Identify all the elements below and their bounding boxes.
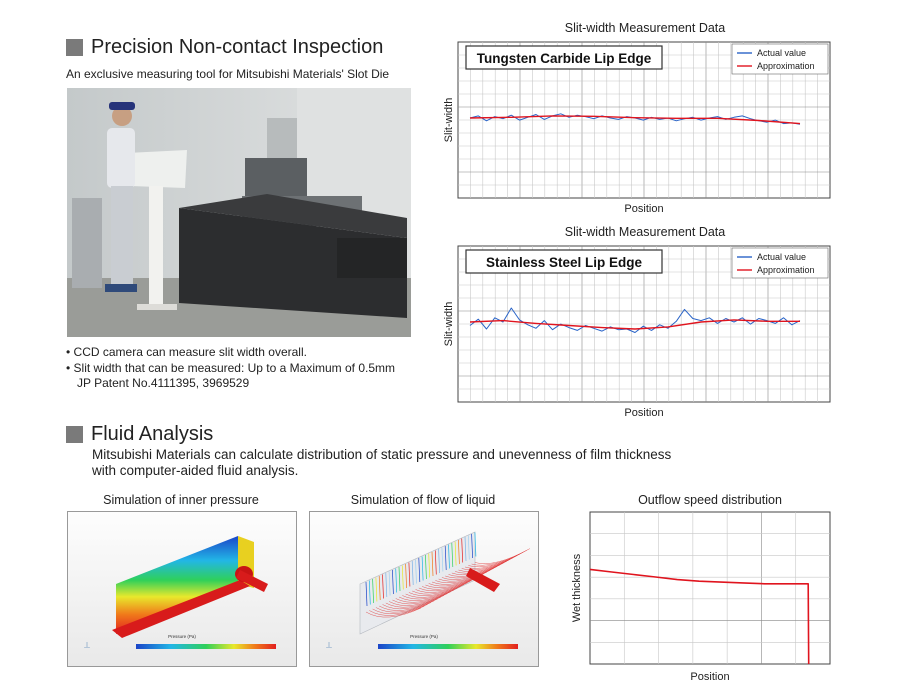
chart1-ylabel: Slit-width (443, 98, 455, 143)
chart1-legend-entry-1: Approximation (757, 61, 815, 71)
chart3-title: Outflow speed distribution (638, 493, 782, 507)
chart2-ylabel: Slit-width (443, 302, 455, 347)
fluid-section-title: Fluid Analysis (66, 423, 213, 446)
chart1-label-box (465, 45, 663, 70)
chart2-legend-entry-0: Actual value (757, 252, 806, 262)
chart2-legend (731, 247, 829, 279)
sim-inner-pressure-image: Pressure (Pa) ⟂ (67, 511, 297, 667)
inspection-section-title: Precision Non-contact Inspection (66, 36, 383, 59)
chart3-plot-area (589, 511, 831, 665)
inspection-subtitle: An exclusive measuring tool for Mitsubis… (66, 67, 390, 81)
inspection-title: Precision Non-contact Inspection (91, 36, 384, 58)
fluid-title: Fluid Analysis (91, 423, 214, 445)
chart1-series-approximation (469, 115, 801, 125)
chart2-label-box (465, 249, 663, 274)
chart3-xlabel: Position (690, 671, 729, 683)
sim-liquid-flow-image: Pressure (Pa) ⟂ (309, 511, 539, 667)
chart1-xlabel: Position (624, 203, 663, 215)
chart1-title: Slit-width Measurement Data (564, 21, 726, 35)
axis-triad-icon: ⟂ (84, 640, 90, 650)
chart2-title: Slit-width Measurement Data (564, 225, 726, 239)
axis-triad-icon: ⟂ (326, 640, 332, 650)
inspection-patent: JP Patent No.4111395, 3969529 (77, 376, 250, 390)
chart3-ylabel: Wet thickness (571, 553, 583, 622)
chart1-tungsten-carbide: Tungsten Carbide Lip Edge Actual value App… (443, 41, 831, 215)
fluid-description-line1: Mitsubishi Materials can calculate distr… (92, 447, 672, 462)
chart1-legend-entry-0: Actual value (757, 48, 806, 58)
sim1-caption: Simulation of inner pressure (103, 493, 259, 507)
fluid-description-line2: with computer-aided fluid analysis. (92, 463, 299, 478)
chart3-outflow-speed: Wet thickness Position (571, 511, 831, 683)
chart2-series-approximation (469, 319, 800, 330)
inspection-bullet-1: • CCD camera can measure slit width over… (66, 345, 307, 359)
sim2-scale-title: Pressure (Pa) (410, 634, 438, 639)
chart1-label: Tungsten Carbide Lip Edge (477, 51, 652, 66)
chart3-series-wet-thickness (589, 568, 810, 665)
chart2-stainless-steel: Stainless Steel Lip Edge Actual value Appr… (443, 245, 831, 419)
chart3-grid (590, 512, 830, 664)
sim1-scale-title: Pressure (Pa) (168, 634, 196, 639)
inspection-bullet-2: • Slit width that can be measured: Up to… (66, 361, 396, 375)
chart1-legend (731, 43, 829, 75)
section-marker-icon (66, 426, 83, 443)
chart2-xlabel: Position (624, 407, 663, 419)
section-marker-icon (66, 39, 83, 56)
chart2-legend-entry-1: Approximation (757, 265, 815, 275)
sim2-caption: Simulation of flow of liquid (350, 493, 496, 507)
inspection-machine-photo (67, 88, 411, 337)
chart2-label: Stainless Steel Lip Edge (486, 255, 643, 270)
